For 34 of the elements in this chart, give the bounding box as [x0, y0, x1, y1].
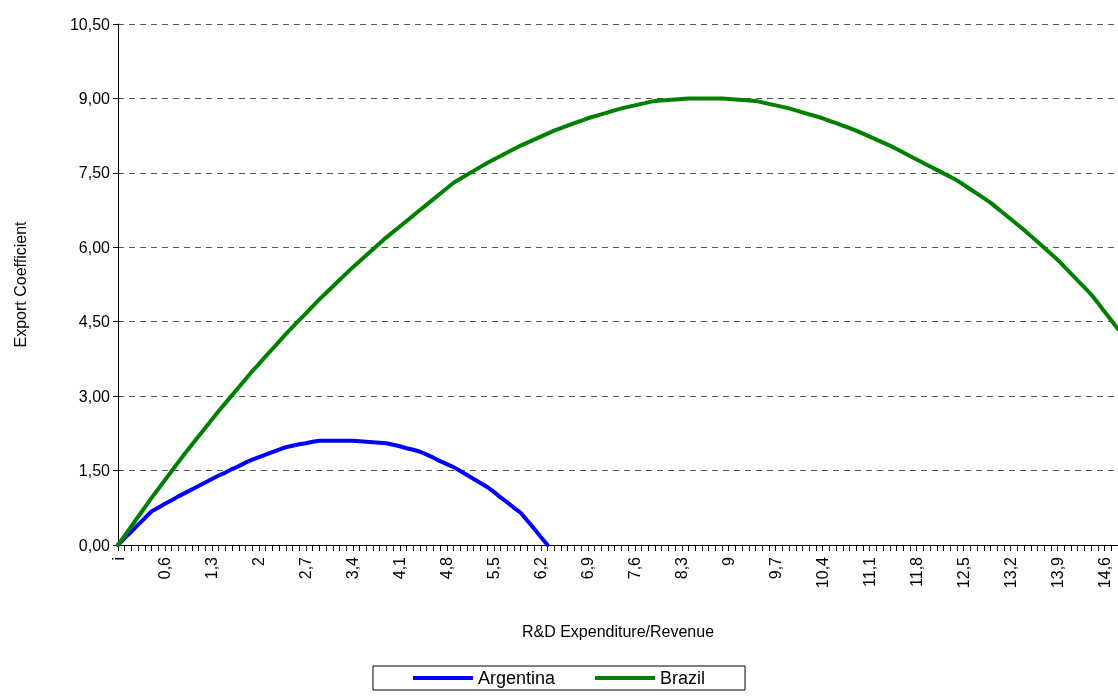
x-axis-title: R&D Expenditure/Revenue: [521, 622, 715, 640]
x-tick-label: 8,3: [673, 556, 691, 580]
x-tick-label: 12,5: [955, 556, 973, 589]
x-tick-label: 0,6: [156, 556, 174, 580]
x-tick-label: 11,8: [908, 556, 926, 587]
x-tick-label: 14,6: [1096, 556, 1114, 589]
x-tick-label: 4,8: [438, 556, 456, 580]
x-tick-label: 6,9: [579, 556, 597, 580]
x-tick-label: 7,6: [626, 556, 644, 580]
x-tick-label: 9,7: [767, 556, 785, 580]
y-tick-label: 10,50: [69, 15, 111, 33]
y-tick-label: 7,50: [78, 164, 111, 182]
y-tick-label: 6,00: [78, 238, 111, 256]
x-tick-label: 5,5: [485, 556, 503, 580]
x-tick-label: 2: [250, 556, 268, 566]
legend-label: Argentina: [477, 668, 557, 688]
x-tick-label: 10,4: [814, 556, 832, 589]
x-tick-label: 9: [720, 556, 738, 566]
x-tick-label: 3,4: [344, 556, 362, 580]
y-axis-title: Export Coefficient: [11, 220, 29, 348]
x-tick-label: i: [109, 557, 127, 561]
x-tick-label: 13,2: [1002, 556, 1020, 589]
x-tick-label: 6,2: [532, 556, 550, 580]
legend-label: Brazil: [660, 668, 706, 688]
x-tick-label: 4,1: [391, 556, 409, 580]
y-tick-label: 3,00: [78, 387, 111, 405]
x-tick-label: 11,1: [861, 556, 879, 587]
y-tick-label: 0,00: [78, 536, 111, 554]
y-tick-label: 9,00: [78, 89, 111, 107]
x-tick-label: 2,7: [297, 556, 315, 580]
y-tick-label: 1,50: [78, 462, 111, 480]
x-tick-label: 1,3: [203, 556, 221, 580]
x-tick-label: 13,9: [1049, 556, 1067, 589]
y-tick-label: 4,50: [78, 313, 111, 331]
